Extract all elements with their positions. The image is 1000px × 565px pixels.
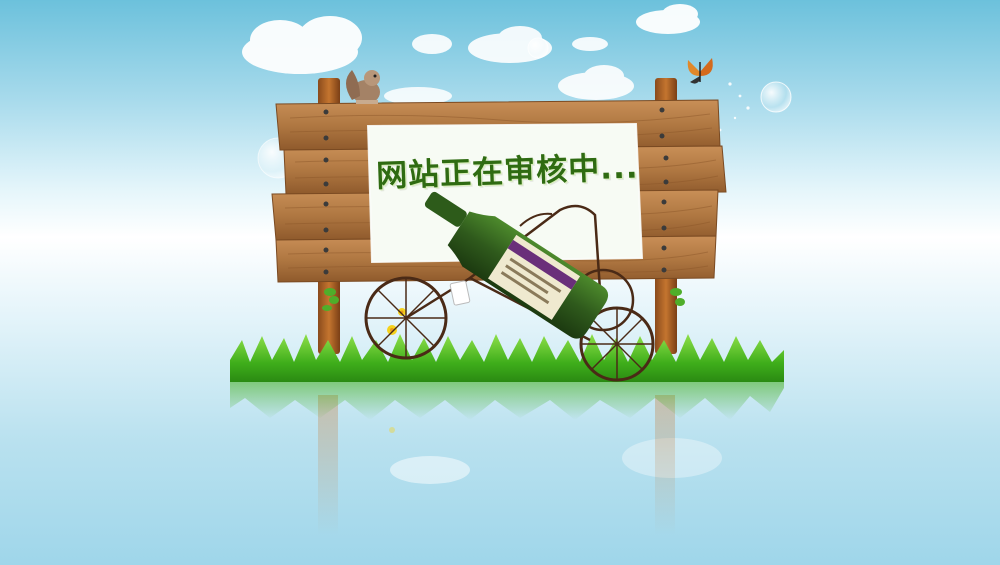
bubble-icon bbox=[760, 81, 792, 113]
vine-decoration bbox=[322, 288, 685, 311]
cloud-icon bbox=[558, 65, 634, 100]
wine-bottle bbox=[424, 191, 609, 339]
bottle-tag bbox=[449, 280, 471, 306]
grass-reflection bbox=[230, 382, 784, 420]
bubble-icon bbox=[527, 37, 549, 59]
butterfly-icon bbox=[687, 58, 713, 84]
cloud-icon bbox=[390, 456, 470, 484]
squirrel-icon bbox=[346, 70, 380, 104]
flower-icon bbox=[387, 308, 406, 433]
grass bbox=[230, 334, 784, 382]
cloud-icon bbox=[242, 16, 362, 74]
cloud-icon bbox=[636, 4, 700, 34]
sign-title: 网站正在审核中... bbox=[375, 149, 640, 195]
cloud-icon bbox=[384, 87, 452, 105]
cloud-icon bbox=[412, 26, 608, 63]
